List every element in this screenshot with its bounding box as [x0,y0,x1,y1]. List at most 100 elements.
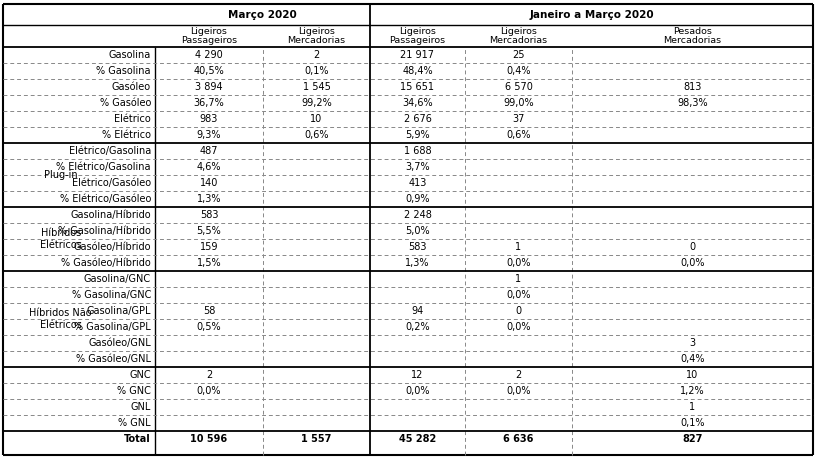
Text: 2 248: 2 248 [404,210,431,220]
Text: 5,0%: 5,0% [405,226,430,236]
Text: % Elétrico/Gasóleo: % Elétrico/Gasóleo [60,194,151,204]
Text: 0,0%: 0,0% [507,322,531,332]
Text: 0,4%: 0,4% [681,354,705,364]
Text: % Gasolina: % Gasolina [96,66,151,76]
Text: Passageiros: Passageiros [181,36,237,45]
Text: 583: 583 [408,242,426,252]
Text: 37: 37 [512,114,525,124]
Text: % GNL: % GNL [118,418,151,428]
Text: 5,9%: 5,9% [405,130,430,140]
Text: 3 894: 3 894 [195,82,223,92]
Text: 10: 10 [686,370,699,380]
Text: 4,6%: 4,6% [197,162,221,172]
Text: 813: 813 [683,82,702,92]
Text: Gasolina/Híbrido: Gasolina/Híbrido [70,210,151,220]
Text: 2 676: 2 676 [404,114,431,124]
Text: % Elétrico/Gasolina: % Elétrico/Gasolina [56,162,151,172]
Text: 15 651: 15 651 [400,82,435,92]
Text: Híbridos Não
Elétricos: Híbridos Não Elétricos [29,308,92,330]
Text: 1 688: 1 688 [404,146,431,156]
Text: Mercadorias: Mercadorias [663,36,721,45]
Text: 0,0%: 0,0% [405,386,430,396]
Text: 2: 2 [516,370,521,380]
Text: % Gasolina/Híbrido: % Gasolina/Híbrido [58,226,151,236]
Text: 48,4%: 48,4% [402,66,433,76]
Text: 58: 58 [203,306,215,316]
Text: % Gasóleo: % Gasóleo [100,98,151,108]
Text: 1,2%: 1,2% [681,386,705,396]
Text: 45 282: 45 282 [399,434,436,444]
Text: 4 290: 4 290 [195,50,223,60]
Text: 1,5%: 1,5% [197,258,221,268]
Text: Gasóleo: Gasóleo [112,82,151,92]
Text: 1,3%: 1,3% [197,194,221,204]
Text: % Gasolina/GNC: % Gasolina/GNC [72,290,151,300]
Text: 3: 3 [690,338,695,348]
Text: 0,6%: 0,6% [507,130,531,140]
Text: 2: 2 [206,370,212,380]
Text: Março 2020: Março 2020 [228,10,297,20]
Text: Gasolina/GPL: Gasolina/GPL [87,306,151,316]
Text: Gasolina/GNC: Gasolina/GNC [84,274,151,284]
Text: Ligeiros: Ligeiros [298,27,335,36]
Text: 1: 1 [516,242,521,252]
Text: 1: 1 [516,274,521,284]
Text: 9,3%: 9,3% [197,130,221,140]
Text: 0: 0 [690,242,695,252]
Text: 0,0%: 0,0% [197,386,221,396]
Text: 99,2%: 99,2% [301,98,332,108]
Text: GNC: GNC [129,370,151,380]
Text: % Gasóleo/Híbrido: % Gasóleo/Híbrido [61,258,151,268]
Text: 21 917: 21 917 [400,50,435,60]
Text: Elétrico: Elétrico [114,114,151,124]
Text: 0,2%: 0,2% [405,322,430,332]
Text: Gasolina: Gasolina [109,50,151,60]
Text: % Gasolina/GPL: % Gasolina/GPL [74,322,151,332]
Text: 0,0%: 0,0% [507,290,531,300]
Text: Gasóleo/GNL: Gasóleo/GNL [88,338,151,348]
Text: Mercadorias: Mercadorias [288,36,346,45]
Text: % GNC: % GNC [117,386,151,396]
Text: Passageiros: Passageiros [390,36,445,45]
Text: 0,1%: 0,1% [304,66,328,76]
Text: Mercadorias: Mercadorias [489,36,547,45]
Text: GNL: GNL [131,402,151,412]
Text: 10: 10 [310,114,323,124]
Text: % Elétrico: % Elétrico [102,130,151,140]
Text: Plug-in: Plug-in [44,170,78,180]
Text: 983: 983 [200,114,218,124]
Text: Híbridos
Elétricos: Híbridos Elétricos [40,228,82,250]
Text: 487: 487 [199,146,218,156]
Text: 1,3%: 1,3% [405,258,430,268]
Text: 10 596: 10 596 [190,434,228,444]
Text: Pesados: Pesados [673,27,712,36]
Text: 583: 583 [199,210,218,220]
Text: 6 570: 6 570 [505,82,533,92]
Text: 98,3%: 98,3% [677,98,708,108]
Text: 827: 827 [682,434,703,444]
Text: 0: 0 [516,306,521,316]
Text: 0,0%: 0,0% [507,386,531,396]
Text: 1: 1 [690,402,695,412]
Text: Ligeiros: Ligeiros [500,27,537,36]
Text: 159: 159 [199,242,218,252]
Text: 0,6%: 0,6% [304,130,328,140]
Text: 0,0%: 0,0% [507,258,531,268]
Text: 3,7%: 3,7% [405,162,430,172]
Text: 40,5%: 40,5% [194,66,225,76]
Text: 6 636: 6 636 [503,434,534,444]
Text: Gasóleo/Híbrido: Gasóleo/Híbrido [74,242,151,252]
Text: 25: 25 [512,50,525,60]
Text: Total: Total [124,434,151,444]
Text: 0,4%: 0,4% [507,66,531,76]
Text: 140: 140 [200,178,218,188]
Text: 99,0%: 99,0% [503,98,534,108]
Text: 12: 12 [411,370,424,380]
Text: Elétrico/Gasóleo: Elétrico/Gasóleo [72,178,151,188]
Text: 413: 413 [408,178,426,188]
Text: Ligeiros: Ligeiros [190,27,227,36]
Text: 5,5%: 5,5% [197,226,221,236]
Text: 1 545: 1 545 [302,82,330,92]
Text: Janeiro a Março 2020: Janeiro a Março 2020 [529,10,654,20]
Text: 0,1%: 0,1% [681,418,705,428]
